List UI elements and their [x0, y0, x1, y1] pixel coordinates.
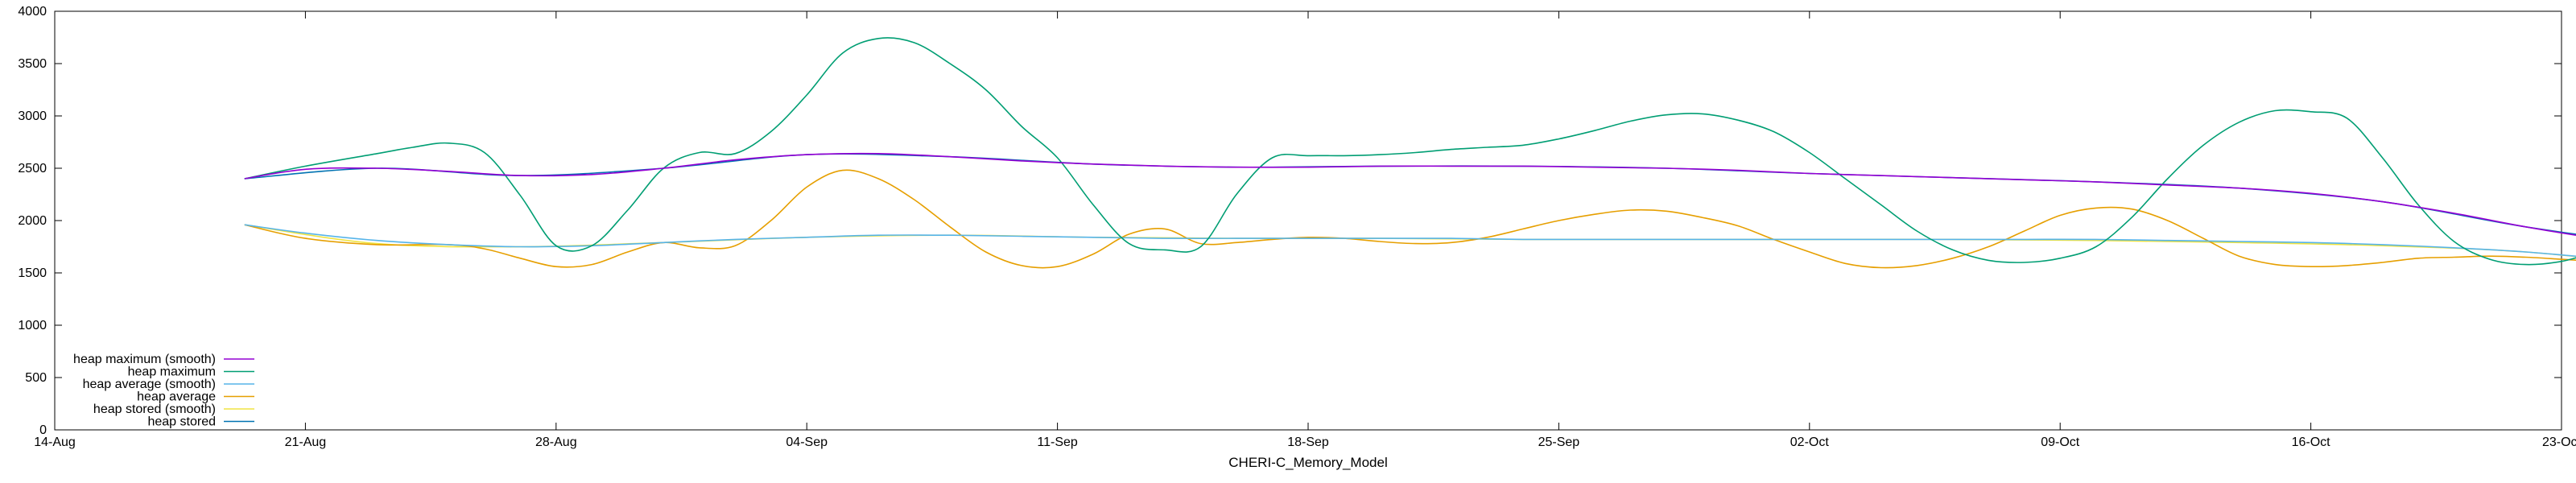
y-tick-label: 3500 [18, 57, 47, 71]
x-tick-label: 14-Aug [34, 436, 76, 449]
y-axis: 0 500 1000 1500 2000 2500 3000 3500 4000 [18, 5, 2562, 437]
legend-label: heap maximum [128, 365, 216, 379]
x-tick-label: 23-Oct [2542, 436, 2576, 449]
y-tick-label: 3000 [18, 109, 47, 123]
legend-label: heap average (smooth) [83, 378, 216, 391]
y-tick-label: 2500 [18, 162, 47, 175]
y-tick-label: 4000 [18, 5, 47, 19]
x-tick-label: 21-Aug [285, 436, 327, 449]
y-tick-label: 0 [39, 423, 47, 437]
legend-label: heap average [137, 390, 216, 404]
series-line-heap-average [244, 169, 2576, 269]
series-line-heap-maximum [244, 37, 2576, 266]
y-tick-label: 1000 [18, 319, 47, 332]
x-tick-label: 04-Sep [786, 436, 828, 449]
x-tick-label: 02-Oct [1790, 436, 1830, 449]
series-line-heap-maximum-smooth [244, 152, 2576, 237]
x-tick-label: 09-Oct [2041, 436, 2080, 449]
x-tick-label: 16-Oct [2292, 436, 2331, 449]
x-tick-label: 28-Aug [535, 436, 577, 449]
plot-frame [54, 10, 2562, 431]
x-tick-label: 18-Sep [1287, 436, 1329, 449]
y-tick-label: 1500 [18, 266, 47, 280]
x-tick-label: 11-Sep [1037, 436, 1078, 449]
legend-label: heap stored (smooth) [93, 402, 216, 416]
legend-label: heap maximum (smooth) [73, 353, 216, 366]
series-lines [244, 37, 2576, 269]
x-axis: 14-Aug 21-Aug 28-Aug 04-Sep 11-Sep 18-Sep 25-S… [34, 11, 2576, 449]
legend-label: heap stored [147, 415, 216, 429]
y-tick-label: 2000 [18, 214, 47, 228]
y-tick-label: 500 [25, 371, 47, 385]
x-tick-label: 25-Sep [1538, 436, 1580, 449]
x-axis-title: CHERI-C_Memory_Model [1228, 455, 1387, 470]
series-line-heap-stored [244, 153, 2576, 235]
series-line-heap-average-smooth [244, 224, 2576, 258]
